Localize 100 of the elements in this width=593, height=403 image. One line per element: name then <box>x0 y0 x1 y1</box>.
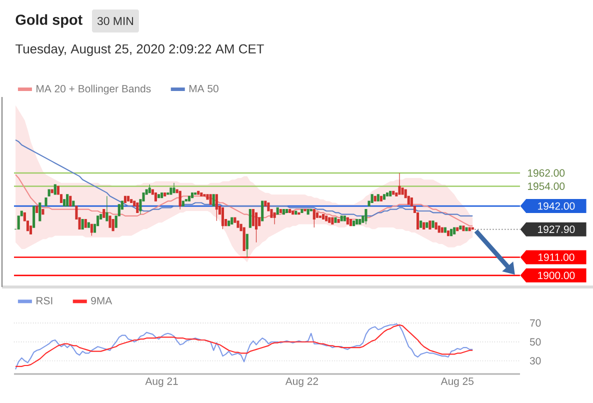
candlestick <box>428 220 432 230</box>
candlestick <box>389 190 392 196</box>
candlestick <box>288 209 292 213</box>
candlestick <box>190 192 194 198</box>
candlestick <box>87 222 90 228</box>
legend-label: MA 50 <box>189 84 218 92</box>
x-tick-label: Aug 22 <box>285 378 318 387</box>
candlestick <box>228 220 230 226</box>
candlestick <box>422 222 426 230</box>
candlestick <box>215 194 218 222</box>
ref-line-label: 1900.00 <box>538 272 575 280</box>
candlestick <box>444 227 446 233</box>
candlestick <box>420 220 422 228</box>
candlestick <box>382 194 386 200</box>
ref-line-label: 1954.00 <box>528 182 565 190</box>
ref-line-label: 1911.00 <box>538 254 574 261</box>
candlestick <box>178 190 182 210</box>
candlestick <box>285 209 288 213</box>
candlestick <box>325 216 328 222</box>
candlestick <box>160 192 164 198</box>
candlestick <box>84 218 87 228</box>
candlestick <box>44 197 48 206</box>
candlestick <box>102 209 106 218</box>
candlestick <box>254 212 258 243</box>
candlestick <box>432 220 434 228</box>
candlestick <box>300 209 304 213</box>
ref-line-label: 1962.00 <box>528 169 565 177</box>
candlestick <box>392 190 395 195</box>
candlestick <box>380 196 382 202</box>
candlestick <box>334 217 337 223</box>
candlestick <box>465 227 468 232</box>
candlestick <box>108 216 112 228</box>
candlestick <box>127 196 130 202</box>
x-tick-label: Aug 25 <box>440 378 474 387</box>
candlestick <box>328 217 331 223</box>
y-tick-label: 70 <box>530 319 541 327</box>
candlestick <box>164 192 166 196</box>
candlestick <box>426 222 428 228</box>
candlestick <box>172 182 176 194</box>
chart-title: Gold spot <box>16 14 82 28</box>
x-tick-label: Aug 21 <box>145 378 178 387</box>
candlestick <box>197 190 200 195</box>
text: 30 MIN <box>97 16 133 26</box>
candlestick <box>200 192 203 196</box>
chart-subtitle: Tuesday, August 25, 2020 2:09:22 AM CET <box>15 44 264 56</box>
candlestick <box>106 196 108 222</box>
y-tick-label: 30 <box>530 357 541 364</box>
candlestick <box>370 194 374 204</box>
candlestick <box>148 184 151 194</box>
candlestick <box>434 222 438 230</box>
candlestick <box>292 210 294 215</box>
candlestick <box>282 209 285 215</box>
candlestick <box>157 194 160 198</box>
candlestick <box>182 200 184 206</box>
candlestick <box>294 210 298 215</box>
candlestick <box>112 218 114 232</box>
candlestick <box>212 194 215 206</box>
candlestick <box>438 226 440 233</box>
candlestick <box>364 209 368 225</box>
legend-label: 9MA <box>91 297 112 304</box>
candlestick <box>32 206 36 228</box>
candlestick <box>50 189 54 194</box>
legend-label: MA 20 + Bollinger Bands <box>36 84 151 94</box>
candlestick <box>468 227 471 232</box>
y-tick-label: 50 <box>530 338 541 346</box>
candlestick <box>358 218 362 225</box>
candlestick <box>188 196 190 202</box>
candlestick <box>352 220 356 226</box>
candlestick <box>130 199 133 204</box>
candlestick <box>54 184 56 195</box>
candlestick <box>246 234 248 258</box>
text: 1927.90 <box>538 226 575 234</box>
candlestick <box>343 216 346 222</box>
candlestick <box>36 206 38 213</box>
candlestick <box>337 218 340 223</box>
candlestick <box>459 226 462 230</box>
candlestick <box>90 224 93 236</box>
candlestick <box>279 209 282 213</box>
candlestick <box>453 227 456 234</box>
candlestick <box>248 209 252 228</box>
candlestick <box>154 192 157 202</box>
candlestick <box>236 220 240 228</box>
candlestick <box>340 216 343 222</box>
candlestick <box>242 227 246 251</box>
candlestick <box>66 194 69 206</box>
candlestick <box>72 200 75 206</box>
candlestick <box>356 218 358 225</box>
candlestick <box>306 209 310 215</box>
candlestick <box>462 226 465 232</box>
candlestick <box>322 214 325 220</box>
ref-line-label: 1942.00 <box>538 202 575 210</box>
legend-label: RSI <box>36 297 52 304</box>
candlestick <box>273 212 276 225</box>
candlestick <box>312 209 316 228</box>
candlestick <box>374 196 376 202</box>
candlestick <box>386 192 389 196</box>
candlestick <box>446 230 450 236</box>
candlestick <box>456 227 459 232</box>
candlestick <box>440 227 444 233</box>
candlestick <box>376 194 380 202</box>
